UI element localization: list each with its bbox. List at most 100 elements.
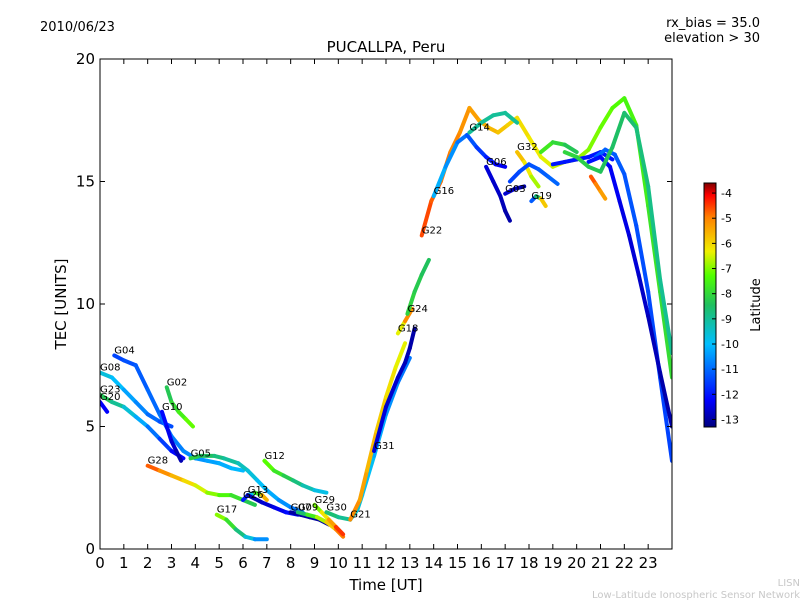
series-segment [157,436,174,453]
series-G17 [214,512,269,542]
x-tick-label: 10 [329,554,348,572]
series-segment [393,341,408,370]
x-tick-label: 18 [519,554,538,572]
series-segment [233,527,248,539]
series-label: G12 [264,451,284,462]
series-segment [562,150,579,159]
series-G05 [188,453,305,515]
series-segment [474,145,489,159]
series-segment [443,140,460,169]
series-G14 [467,110,520,135]
series-labels: G08G04G23G20G02G10G28G05G17G26G13G12G07G… [100,123,552,521]
series-segment [229,466,245,473]
series-segment [622,172,639,228]
x-tick-label: 9 [310,554,320,572]
series-segment [403,346,412,365]
series-G16 [431,132,508,199]
series-segment [374,395,388,434]
series-segment [598,189,608,201]
x-tick-label: 12 [376,554,395,572]
series-segment [271,505,288,515]
series-label: G23 [100,385,120,396]
series-segment [145,463,162,473]
series-segment [357,468,369,502]
footer-network: Low-Latitude Ionospheric Sensor Network [592,590,800,600]
series-segment [538,140,555,155]
series-track-31 [562,110,672,355]
series-segment [312,488,329,495]
series-segment [324,510,341,520]
series-track-33 [538,140,579,155]
series-label: G10 [162,402,182,413]
series-segment [336,515,353,522]
series-G24 [405,257,431,316]
series-segment [622,110,639,130]
series-label: G03 [505,184,525,195]
series-segment [610,96,627,110]
colorbar-tick-label: -13 [721,413,739,426]
series-segment [512,184,527,191]
series-segment [333,524,346,537]
series-segment [384,365,398,400]
colorbar-tick-label: -4 [721,187,732,200]
series-segment [586,125,603,152]
x-tick-label: 20 [567,554,586,572]
series-G21 [348,341,408,522]
x-tick-label: 2 [143,554,153,572]
series-label: G18 [398,323,418,334]
series-segment [658,370,672,429]
series-label: G13 [248,485,268,496]
series-segment [455,132,470,145]
series-segment [457,106,472,135]
series-segment [419,199,434,238]
series-segment [503,208,512,223]
series-segment [586,155,603,164]
series-segment [145,424,162,441]
x-tick-label: 7 [262,554,272,572]
colorbar-tick-label: -9 [721,313,732,326]
series-segment [236,461,250,473]
series-segment [612,152,627,177]
colorbar-tick-label: -11 [721,363,739,376]
series-G29 [312,502,346,537]
elevation-label: elevation > 30 [664,31,760,46]
series-segment [546,174,560,186]
chart-title: PUCALLPA, Peru [327,38,446,56]
series-segment [550,140,567,147]
series-label: G31 [374,441,394,452]
series-label: G09 [298,502,318,513]
series-segment [484,155,498,167]
x-tick-label: 14 [424,554,443,572]
colorbar-tick-label: -5 [721,212,732,225]
series-segment [193,483,210,495]
series-segment [183,417,195,429]
series-G03 [503,184,527,196]
series-segment [550,159,567,167]
x-tick-label: 21 [591,554,610,572]
series-label: G17 [217,505,237,516]
plot-frame [99,58,673,550]
series-segment [407,326,417,351]
series-label: G26 [243,490,263,501]
series-segment [646,314,663,375]
x-tick-label: 23 [639,554,658,572]
series-segment [467,106,481,123]
y-tick-label: 10 [76,295,95,313]
x-tick-label: 4 [191,554,201,572]
series-segment [496,123,510,135]
date-label: 2010/06/23 [40,20,115,35]
series-segment [622,96,639,128]
series-segment [169,400,181,414]
series-segment [133,414,150,429]
series-segment [260,500,276,510]
series-segment [574,155,591,169]
series-segment [479,113,496,125]
series-G06 [484,164,512,223]
series-segment [262,458,276,473]
series-segment [121,387,138,404]
series-segment [264,488,281,502]
series-segment [121,358,138,368]
series-segment [536,167,551,179]
rx-bias-label: rx_bias = 35.0 [666,16,760,31]
